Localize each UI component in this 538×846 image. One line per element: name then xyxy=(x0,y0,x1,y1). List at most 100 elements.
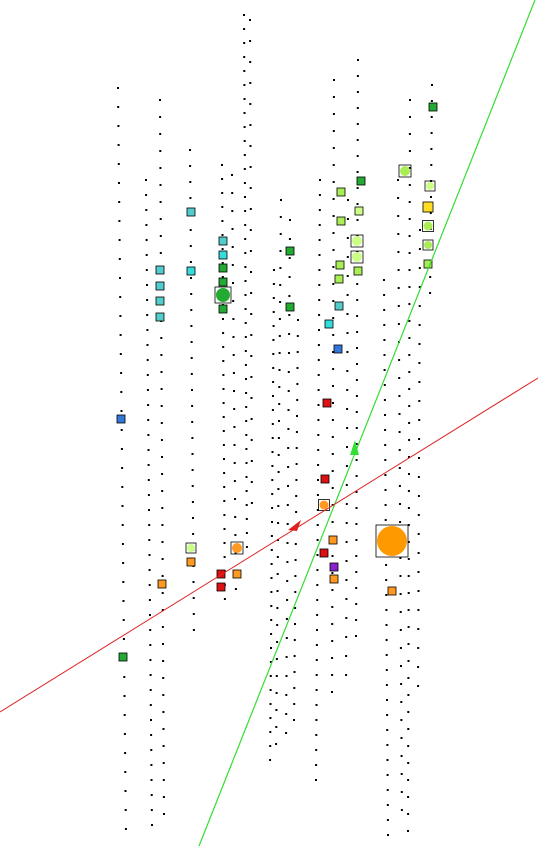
sensor-dot xyxy=(286,561,289,563)
sensor-dot xyxy=(287,390,290,392)
sensor-dot xyxy=(245,504,248,506)
sensor-dot xyxy=(249,145,252,147)
sensor-dot xyxy=(318,224,321,226)
sensor-dot xyxy=(146,359,149,361)
sensor-dot xyxy=(223,458,225,460)
sensor-dot xyxy=(271,437,274,439)
sensor-dot xyxy=(399,557,402,559)
sensor-dot xyxy=(161,592,164,594)
hit-marker xyxy=(155,281,165,291)
hit-marker xyxy=(336,216,346,226)
sensor-dot xyxy=(223,472,226,474)
sensor-dot xyxy=(234,516,237,518)
sensor-dot xyxy=(398,359,401,361)
sensor-dot xyxy=(332,283,335,285)
sensor-dot xyxy=(356,251,359,253)
sensor-dot xyxy=(232,336,235,338)
sensor-dot xyxy=(269,703,272,705)
sensor-dot xyxy=(408,150,411,152)
sensor-dot xyxy=(286,542,289,544)
sensor-dot xyxy=(222,388,225,390)
sensor-dot xyxy=(245,392,248,394)
sensor-dot xyxy=(123,714,126,716)
sensor-dot xyxy=(275,726,278,728)
sensor-dot xyxy=(271,465,274,467)
sensor-dot xyxy=(277,522,280,524)
sensor-dot xyxy=(285,713,288,715)
sensor-dot xyxy=(117,125,120,127)
sensor-dot xyxy=(275,675,278,677)
sensor-dot xyxy=(161,541,164,543)
sensor-dot xyxy=(234,552,237,554)
sensor-dot xyxy=(347,199,349,201)
sensor-dot xyxy=(277,505,280,507)
sensor-dot xyxy=(249,124,252,126)
sensor-dot xyxy=(148,509,150,511)
sensor-dot xyxy=(383,309,386,311)
sensor-dot xyxy=(316,614,319,616)
sensor-dot xyxy=(399,521,402,523)
hit-marker xyxy=(232,569,242,579)
sensor-dot xyxy=(250,439,253,441)
sensor-dot xyxy=(119,296,122,298)
sensor-dot xyxy=(356,331,359,333)
sensor-dot xyxy=(345,541,348,543)
sensor-dot xyxy=(149,614,151,616)
sensor-dot xyxy=(249,19,251,21)
sensor-dot xyxy=(318,299,321,301)
sensor-dot xyxy=(384,459,387,461)
sensor-dot xyxy=(332,113,335,115)
sensor-dot xyxy=(430,196,432,198)
sensor-dot xyxy=(232,300,235,302)
sensor-dot xyxy=(148,554,151,556)
hit-markers xyxy=(116,102,438,662)
sensor-dot xyxy=(117,163,120,165)
sensor-dot xyxy=(383,339,386,341)
sensor-dot xyxy=(345,503,348,505)
sensor-dot xyxy=(386,804,389,806)
sensor-dot xyxy=(383,384,386,386)
sensor-dot xyxy=(346,332,349,334)
sensor-dot xyxy=(331,521,334,523)
sensor-dot xyxy=(397,305,400,307)
sensor-dot xyxy=(317,434,320,436)
sensor-dot xyxy=(272,339,275,341)
sensor-dot xyxy=(278,369,281,371)
sensor-dot xyxy=(243,84,246,86)
sensor-dot xyxy=(119,277,121,279)
sensor-dot xyxy=(272,353,275,355)
sensor-dot xyxy=(120,410,123,412)
sensor-dot xyxy=(279,267,282,269)
sensor-dot xyxy=(407,779,410,781)
sensor-dot xyxy=(331,640,334,642)
sensor-dot xyxy=(279,284,282,286)
sensor-dot xyxy=(231,228,234,230)
sensor-dot xyxy=(316,539,319,541)
sensor-dot xyxy=(355,507,358,509)
hit-marker xyxy=(335,260,345,270)
sensor-dot xyxy=(400,737,403,739)
sensor-dot xyxy=(244,196,246,198)
sensor-dot xyxy=(346,370,349,372)
sensor-dot xyxy=(397,251,400,253)
sensor-dot xyxy=(231,210,234,212)
sensor-dot xyxy=(287,466,290,468)
sensor-dot xyxy=(384,414,386,416)
sensor-dot xyxy=(332,266,335,268)
sensor-dot xyxy=(221,276,224,278)
sensor-dot xyxy=(294,559,297,561)
sensor-dot xyxy=(122,619,125,621)
sensor-dot xyxy=(244,308,247,310)
sensor-dot xyxy=(356,299,359,301)
sensor-dot xyxy=(408,439,411,441)
sensor-dot xyxy=(385,684,388,686)
sensor-dot xyxy=(243,140,246,142)
sensor-dot xyxy=(318,329,320,331)
sensor-dot xyxy=(346,408,349,410)
sensor-dot xyxy=(332,317,335,319)
sensor-dot xyxy=(356,139,359,141)
sensor-dot xyxy=(285,637,288,639)
sensor-dot xyxy=(150,779,153,781)
sensor-dot xyxy=(408,235,411,237)
